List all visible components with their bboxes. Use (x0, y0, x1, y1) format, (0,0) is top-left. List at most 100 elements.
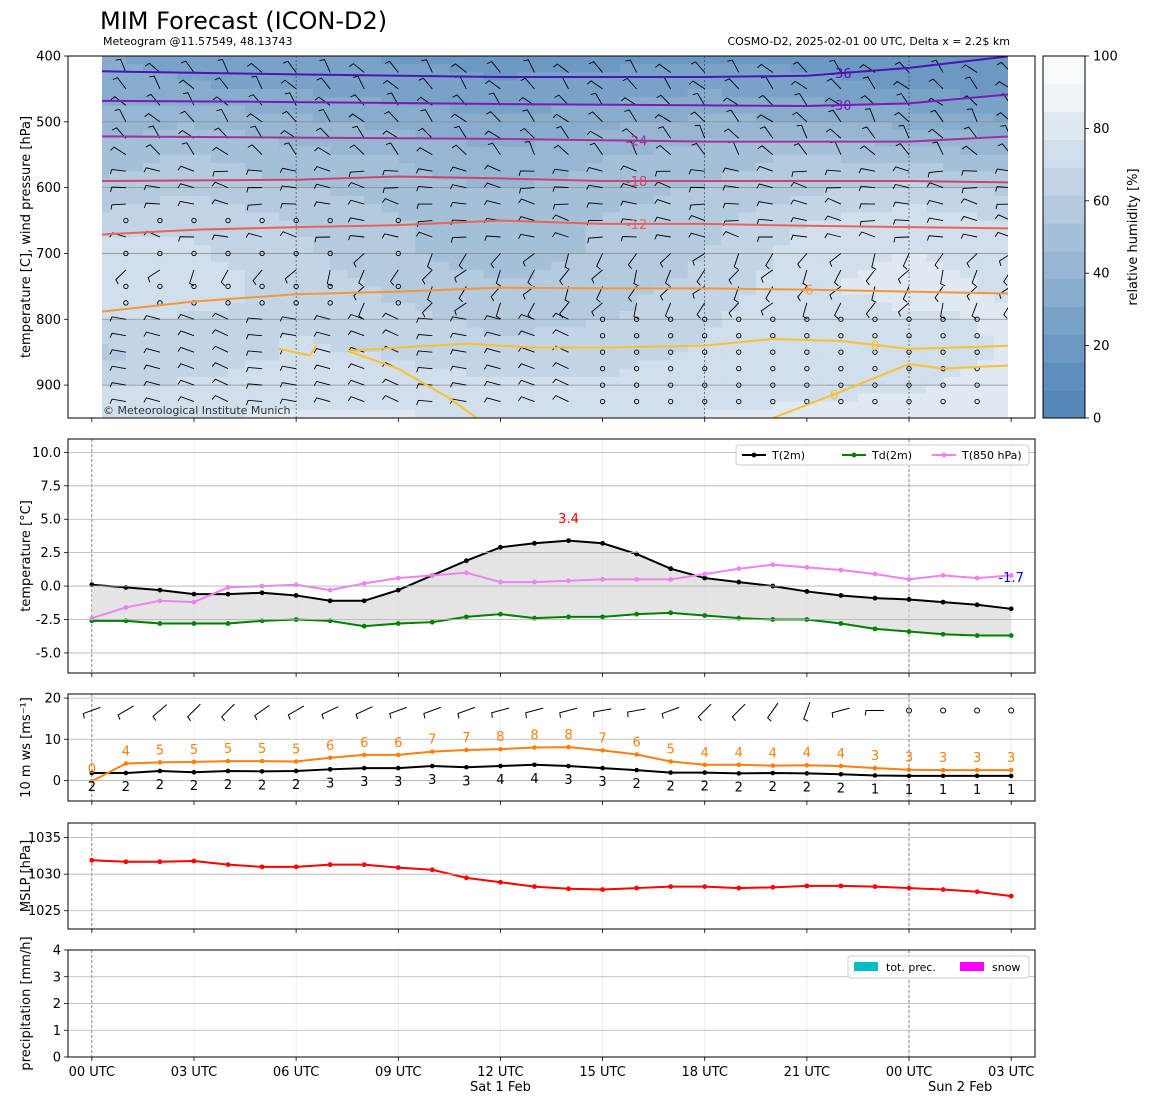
data-point (293, 759, 299, 764)
wind-barb (177, 313, 195, 320)
value-annotation: 5 (258, 742, 266, 757)
wind-barb (384, 60, 399, 73)
humidity-cell (245, 385, 263, 394)
data-point (668, 610, 674, 616)
humidity-cell (704, 195, 723, 205)
humidity-cell (517, 121, 536, 131)
humidity-cell (874, 171, 893, 181)
humidity-cell (347, 385, 365, 394)
humidity-cell (500, 401, 519, 411)
humidity-cell (738, 105, 757, 115)
humidity-cell (568, 245, 587, 255)
humidity-cell (704, 261, 723, 271)
humidity-cell (602, 138, 621, 148)
humidity-cell (500, 385, 519, 394)
humidity-cell (960, 343, 978, 353)
humidity-cell (755, 64, 774, 74)
humidity-cell (738, 88, 757, 98)
humidity-cell (108, 286, 127, 296)
humidity-cell (262, 179, 280, 189)
wind-barb (145, 144, 161, 156)
humidity-cell (347, 88, 365, 98)
colorbar-segment (1043, 223, 1085, 252)
humidity-cell (176, 319, 195, 329)
humidity-cell (874, 335, 893, 345)
humidity-cell (738, 261, 757, 271)
humidity-cell (176, 64, 195, 74)
humidity-cell (108, 64, 127, 74)
wind-calm-marker (395, 300, 401, 306)
humidity-cell (313, 80, 331, 90)
wind-barb (316, 77, 331, 90)
wind-calm-marker (838, 349, 844, 355)
humidity-cell (279, 212, 297, 222)
wind-barb (792, 111, 808, 123)
data-point (804, 762, 810, 768)
humidity-cell (977, 245, 995, 255)
data-point (838, 883, 844, 889)
humidity-cell (874, 294, 893, 304)
humidity-cell (381, 146, 399, 156)
humidity-cell (789, 121, 808, 131)
humidity-cell (466, 113, 485, 123)
wind-barb (926, 235, 944, 241)
humidity-cell (687, 311, 706, 320)
humidity-cell (806, 245, 825, 255)
humidity-cell (500, 88, 519, 98)
humidity-cell (262, 245, 280, 255)
humidity-cell (176, 368, 195, 378)
humidity-cell (159, 204, 178, 213)
humidity-cell (364, 154, 382, 164)
y-tick-label: 400 (36, 50, 61, 65)
wind-calm-marker (633, 365, 640, 372)
humidity-cell (772, 245, 791, 255)
humidity-cell (142, 278, 161, 287)
wind-barb (966, 253, 978, 268)
humidity-cell (840, 278, 859, 287)
wind-barb (926, 199, 944, 206)
wind-barb (457, 706, 476, 719)
wind-calm-marker (906, 398, 912, 405)
x-tick-label: 15 UTC (579, 1065, 625, 1080)
humidity-cell (551, 253, 570, 263)
humidity-cell (449, 171, 467, 181)
wind-barb (524, 141, 535, 155)
humidity-cell (245, 204, 263, 213)
humidity-cell (926, 401, 944, 411)
humidity-cell (755, 409, 774, 418)
wind-barb (622, 77, 637, 90)
humidity-cell (262, 154, 280, 164)
wind-barb (450, 398, 467, 404)
humidity-cell (909, 113, 927, 123)
wind-barb (902, 253, 910, 270)
humidity-cell (994, 376, 1008, 386)
humidity-cell (840, 368, 859, 378)
humidity-cell (517, 352, 536, 362)
humidity-cell (347, 130, 365, 139)
humidity-cell (142, 56, 161, 65)
humidity-cell (602, 253, 621, 263)
humidity-cell (108, 302, 127, 312)
humidity-cell (977, 335, 995, 345)
humidity-cell (108, 311, 127, 320)
humidity-cell (466, 195, 485, 205)
wind-barb (825, 128, 842, 139)
humidity-cell (823, 343, 842, 353)
humidity-cell (721, 376, 740, 386)
wind-barb (178, 79, 195, 90)
humidity-cell (330, 286, 348, 296)
humidity-cell (296, 212, 314, 222)
value-annotation: 8 (496, 730, 504, 745)
humidity-cell (874, 56, 893, 65)
humidity-cell (176, 113, 195, 123)
wind-barb (76, 318, 92, 323)
humidity-cell (279, 187, 297, 197)
humidity-cell (279, 319, 297, 329)
wind-barb (247, 144, 263, 156)
humidity-cell (176, 385, 195, 394)
wind-barb (518, 363, 535, 370)
humidity-cell (432, 269, 450, 279)
wind-barb (484, 182, 501, 189)
axes-frame (67, 55, 1036, 419)
series-line (91, 746, 1012, 783)
